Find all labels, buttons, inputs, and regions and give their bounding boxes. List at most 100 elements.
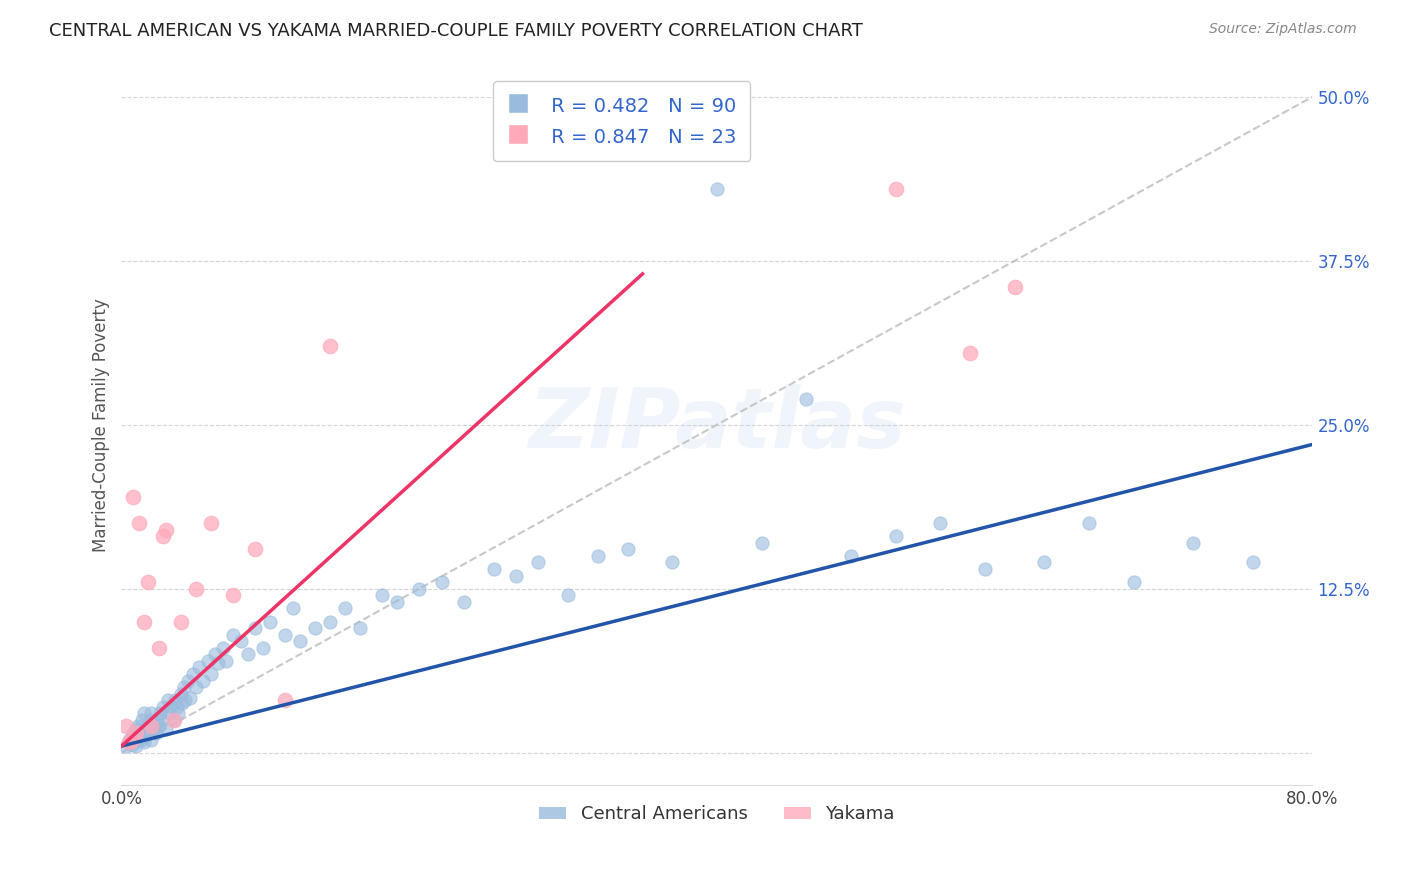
Point [132,706,155,721]
Point [121,732,143,747]
Point [184,582,207,596]
Point [252,640,274,655]
Point [207,657,229,671]
Point [159,699,181,714]
Point [134,730,156,744]
Point [135,719,157,733]
Point [385,595,408,609]
Point [155,523,177,537]
Point [152,699,174,714]
Point [163,693,186,707]
Point [371,588,394,602]
Point [184,680,207,694]
Point [141,719,163,733]
Point [349,621,371,635]
Point [141,732,163,747]
Point [274,693,297,707]
Point [181,667,204,681]
Point [115,719,138,733]
Point [430,575,453,590]
Point [204,648,226,662]
Point [128,516,150,530]
Point [333,601,356,615]
Point [197,654,219,668]
Point [128,726,150,740]
Point [129,732,152,747]
Point [1182,536,1205,550]
Point [122,726,145,740]
Point [1078,516,1101,530]
Point [121,730,143,744]
Point [200,667,222,681]
Point [304,621,326,635]
Point [884,529,907,543]
Point [222,627,245,641]
Point [136,726,159,740]
Point [200,516,222,530]
Y-axis label: Married-Couple Family Poverty: Married-Couple Family Poverty [93,298,110,551]
Point [1122,575,1144,590]
Text: Source: ZipAtlas.com: Source: ZipAtlas.com [1209,22,1357,37]
Point [118,732,141,747]
Point [1004,280,1026,294]
Point [794,392,817,406]
Point [149,706,172,721]
Point [125,726,148,740]
Point [661,556,683,570]
Point [120,735,142,749]
Point [173,680,195,694]
Point [586,549,609,563]
Point [974,562,997,576]
Point [152,529,174,543]
Point [157,706,180,721]
Point [143,722,166,736]
Point [131,713,153,727]
Point [453,595,475,609]
Point [211,640,233,655]
Point [167,706,190,721]
Point [319,615,342,629]
Point [125,739,148,753]
Point [193,673,215,688]
Point [174,693,197,707]
Point [884,182,907,196]
Point [121,738,143,752]
Point [136,575,159,590]
Point [274,627,297,641]
Point [148,719,170,733]
Point [187,660,209,674]
Point [527,556,550,570]
Point [1033,556,1056,570]
Point [132,735,155,749]
Point [170,615,193,629]
Point [142,719,165,733]
Point [245,621,267,635]
Point [148,640,170,655]
Point [162,713,184,727]
Point [259,615,281,629]
Point [115,739,138,753]
Point [138,713,160,727]
Point [557,588,579,602]
Point [505,568,527,582]
Point [125,722,148,736]
Point [146,713,169,727]
Point [141,706,163,721]
Point [616,542,638,557]
Point [170,687,193,701]
Point [214,654,236,668]
Point [177,673,200,688]
Point [155,722,177,736]
Point [229,634,252,648]
Point [706,182,728,196]
Point [179,690,201,705]
Point [150,713,173,727]
Point [124,732,146,747]
Point [132,615,155,629]
Text: CENTRAL AMERICAN VS YAKAMA MARRIED-COUPLE FAMILY POVERTY CORRELATION CHART: CENTRAL AMERICAN VS YAKAMA MARRIED-COUPL… [49,22,863,40]
Point [162,713,184,727]
Point [127,719,149,733]
Point [288,634,311,648]
Point [929,516,952,530]
Point [281,601,304,615]
